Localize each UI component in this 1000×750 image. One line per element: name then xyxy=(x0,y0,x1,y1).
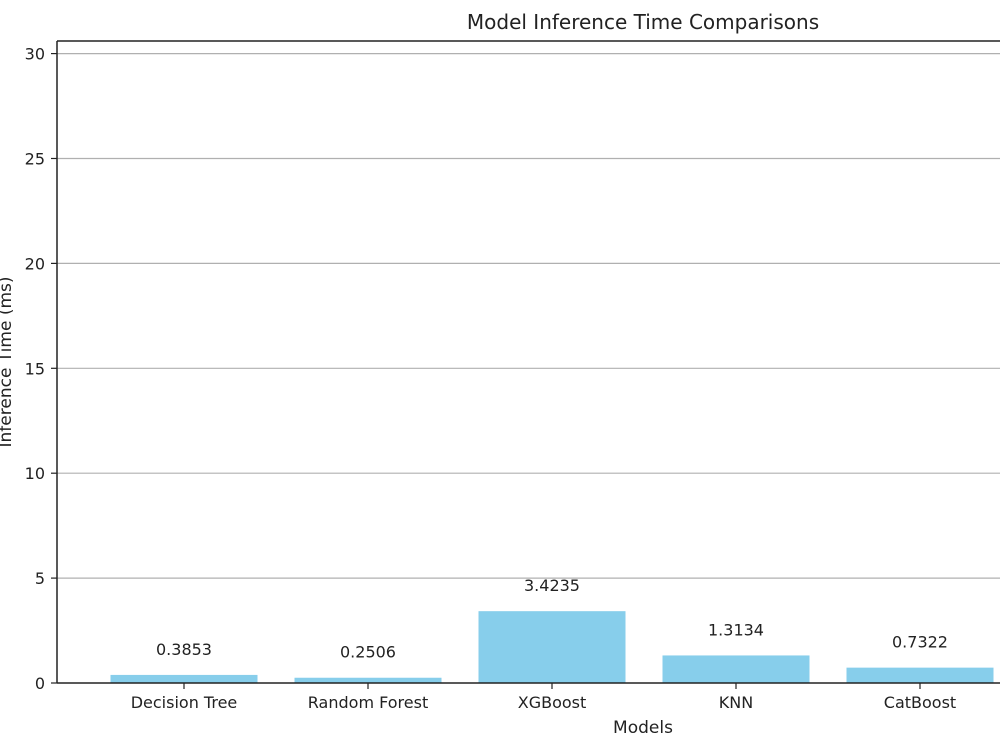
y-tick-label: 10 xyxy=(25,464,45,483)
bar xyxy=(846,667,994,683)
x-tick-label: CatBoost xyxy=(884,693,956,712)
bar-value-label: 0.2506 xyxy=(340,643,396,662)
x-tick-label: Decision Tree xyxy=(131,693,238,712)
x-tick-label: Random Forest xyxy=(308,693,428,712)
y-axis-label: Inference Time (ms) xyxy=(0,277,16,448)
bar-value-label: 1.3134 xyxy=(708,620,764,639)
y-tick-label: 20 xyxy=(25,254,45,273)
x-tick-label: KNN xyxy=(719,693,753,712)
bar xyxy=(662,655,810,683)
y-gridlines xyxy=(57,52,1000,579)
bar xyxy=(294,677,442,683)
y-tick-label: 25 xyxy=(25,149,45,168)
bar xyxy=(478,611,626,683)
y-axis-ticks: 0 5 10 15 20 25 30 xyxy=(25,45,57,693)
chart-title: Model Inference Time Comparisons xyxy=(467,10,819,34)
y-tick-label: 5 xyxy=(35,569,45,588)
bar-value-label: 0.3853 xyxy=(156,640,212,659)
bar-value-label: 3.4235 xyxy=(524,576,580,595)
bar xyxy=(110,674,258,683)
x-axis-label: Models xyxy=(613,718,673,738)
y-tick-label: 0 xyxy=(35,674,45,693)
y-tick-label: 30 xyxy=(25,45,45,64)
y-tick-label: 15 xyxy=(25,359,45,378)
data-labels: 0.3853 0.2506 3.4235 1.3134 0.7322 xyxy=(156,576,948,662)
bars xyxy=(110,611,994,683)
bar-value-label: 0.7322 xyxy=(892,633,948,652)
x-axis-ticks: Decision Tree Random Forest XGBoost KNN CatB… xyxy=(131,683,956,712)
x-tick-label: XGBoost xyxy=(518,693,587,712)
